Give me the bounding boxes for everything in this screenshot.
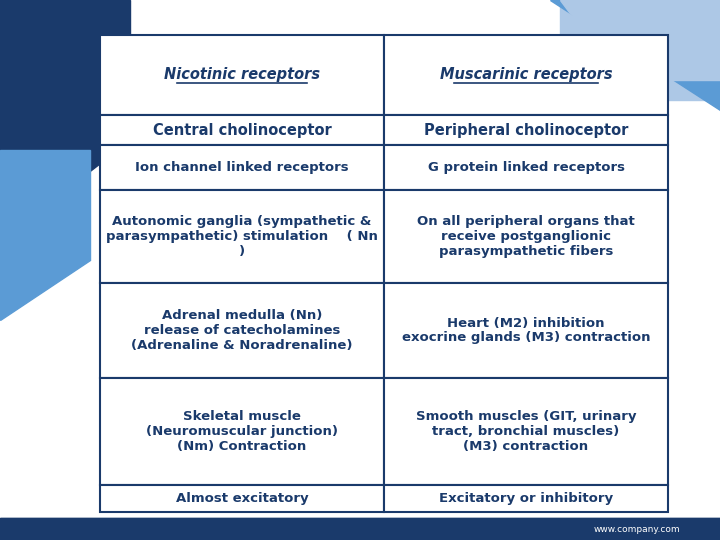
Bar xyxy=(100,283,384,378)
Text: Skeletal muscle
(Neuromuscular junction)
(Nm) Contraction: Skeletal muscle (Neuromuscular junction)… xyxy=(146,410,338,453)
Text: Adrenal medulla (Nn)
release of catecholamines
(Adrenaline & Noradrenaline): Adrenal medulla (Nn) release of catechol… xyxy=(131,309,353,352)
Text: Peripheral cholinoceptor: Peripheral cholinoceptor xyxy=(424,123,628,138)
Text: Autonomic ganglia (sympathetic &
parasympathetic) stimulation    ( Nn
): Autonomic ganglia (sympathetic & parasym… xyxy=(106,215,378,258)
Text: www.company.com: www.company.com xyxy=(593,524,680,534)
Text: Central cholinoceptor: Central cholinoceptor xyxy=(153,123,331,138)
FancyBboxPatch shape xyxy=(0,0,120,120)
Bar xyxy=(384,485,668,512)
Text: Excitatory or inhibitory: Excitatory or inhibitory xyxy=(439,492,613,505)
Bar xyxy=(384,283,668,378)
Bar xyxy=(0,518,720,540)
Text: Almost excitatory: Almost excitatory xyxy=(176,492,308,505)
Bar xyxy=(100,190,384,283)
Text: Muscarinic receptors: Muscarinic receptors xyxy=(440,68,612,83)
Text: Ion channel linked receptors: Ion channel linked receptors xyxy=(135,161,348,174)
Bar xyxy=(384,35,668,115)
Bar xyxy=(100,145,384,190)
Bar xyxy=(384,378,668,485)
Bar xyxy=(100,35,384,115)
Polygon shape xyxy=(550,0,720,110)
Bar xyxy=(100,378,384,485)
Bar xyxy=(0,518,720,540)
FancyBboxPatch shape xyxy=(0,70,80,190)
Text: Smooth muscles (GIT, urinary
tract, bronchial muscles)
(M3) contraction: Smooth muscles (GIT, urinary tract, bron… xyxy=(415,410,636,453)
Bar xyxy=(384,190,668,283)
Text: Heart (M2) inhibition
exocrine glands (M3) contraction: Heart (M2) inhibition exocrine glands (M… xyxy=(402,316,650,345)
Text: G protein linked receptors: G protein linked receptors xyxy=(428,161,624,174)
Polygon shape xyxy=(0,150,90,320)
FancyBboxPatch shape xyxy=(560,0,720,100)
Polygon shape xyxy=(0,0,130,240)
Text: Nicotinic receptors: Nicotinic receptors xyxy=(164,68,320,83)
Bar xyxy=(100,115,384,145)
Bar xyxy=(100,485,384,512)
Polygon shape xyxy=(560,0,720,80)
Bar xyxy=(384,145,668,190)
Bar xyxy=(384,115,668,145)
Text: On all peripheral organs that
receive postganglionic
parasympathetic fibers: On all peripheral organs that receive po… xyxy=(417,215,635,258)
